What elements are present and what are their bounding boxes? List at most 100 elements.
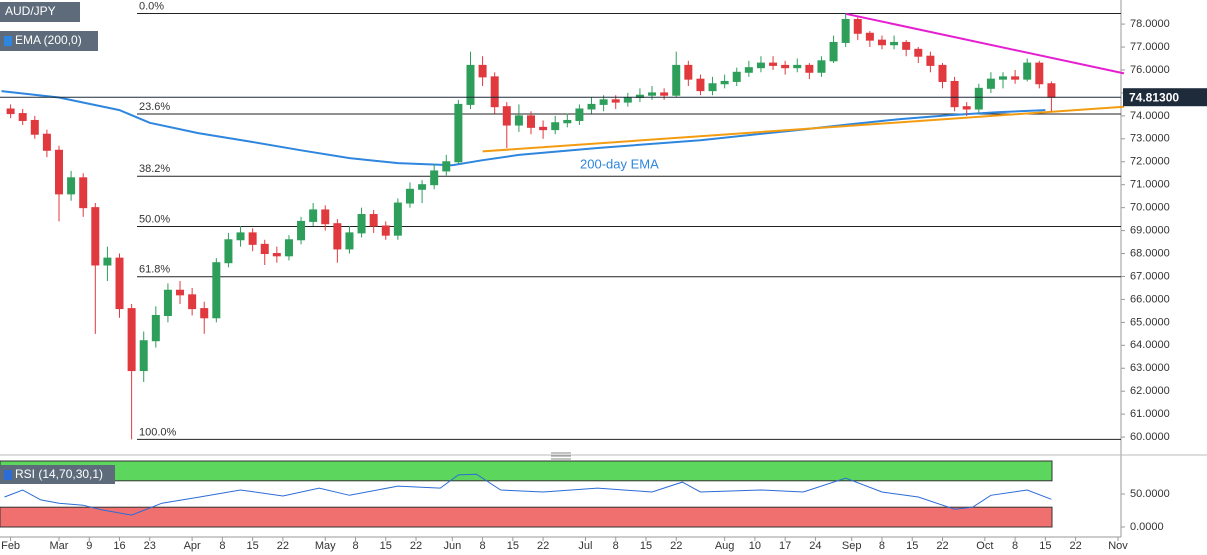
candle-body [30, 119, 39, 135]
legend-box [0, 31, 98, 51]
legend-swatch [4, 36, 12, 46]
x-tick-label: 8 [1012, 540, 1018, 552]
candle-body [212, 262, 221, 319]
x-tick-label: 8 [480, 540, 486, 552]
candle-body [587, 103, 596, 110]
candle-body [321, 209, 330, 225]
y-tick-label: 64.0000 [1130, 339, 1170, 351]
legend-box [0, 465, 115, 484]
candle-body [1035, 62, 1044, 85]
ema-line [1, 90, 1046, 167]
candle-body [393, 202, 402, 236]
candle-body [793, 64, 802, 69]
candle-body [466, 64, 475, 105]
candle-body [79, 177, 88, 209]
overbought-band [0, 460, 1053, 482]
x-tick-label: 22 [277, 540, 289, 552]
x-tick-label: 23 [144, 540, 156, 552]
x-tick-label: 16 [113, 540, 125, 552]
candle-body [950, 80, 959, 108]
y-tick-label: 70.0000 [1130, 202, 1170, 214]
x-tick-label: 22 [410, 540, 422, 552]
candle-body [986, 78, 995, 89]
legend-entry: RSI (14,70,30,1) [15, 467, 103, 481]
x-tick-label: Sep [842, 540, 862, 552]
x-tick-label: 24 [809, 540, 821, 552]
candle-body [345, 232, 354, 250]
x-tick-label: Apr [184, 540, 201, 552]
y-tick-label: 62.0000 [1130, 385, 1170, 397]
x-tick-label: Oct [976, 540, 993, 552]
oversold-band [0, 506, 1053, 528]
candle-body [999, 76, 1007, 80]
y-tick-label: 65.0000 [1130, 316, 1170, 328]
candle-body [684, 64, 693, 80]
candle-body [551, 122, 560, 131]
candle-body [127, 308, 136, 372]
x-tick-label: 22 [537, 540, 549, 552]
x-tick-label: 8 [879, 540, 885, 552]
x-tick-label: 22 [936, 540, 948, 552]
x-tick-label: 15 [906, 540, 918, 552]
fib-label: 100.0% [139, 426, 177, 438]
candle-body [890, 41, 899, 46]
candle-body [817, 60, 826, 73]
x-tick-label: May [315, 540, 336, 552]
price-tag-label: 74.81300 [1129, 90, 1179, 104]
candle-body [744, 67, 753, 73]
candle-body [708, 83, 717, 92]
y-tick-label: 76.0000 [1130, 64, 1170, 76]
candle-body [55, 149, 63, 195]
candle-body [381, 225, 390, 236]
candle-body [369, 214, 378, 227]
candle-body [829, 41, 838, 62]
x-tick-label: Aug [715, 540, 735, 552]
x-tick-label: 9 [86, 540, 92, 552]
annotation: 200-day EMA [580, 156, 659, 171]
candle-body [732, 71, 741, 82]
y-tick-label: 61.0000 [1130, 408, 1170, 420]
x-tick-label: 15 [507, 540, 519, 552]
candle-body [756, 62, 765, 69]
fib-label: 50.0% [139, 213, 170, 225]
candle-body [1023, 62, 1032, 80]
x-tick-label: 17 [779, 540, 791, 552]
candle-body [272, 253, 281, 257]
pane-handle[interactable] [551, 452, 571, 460]
y-tick-label: 60.0000 [1130, 431, 1170, 443]
candle-body [623, 97, 632, 103]
rsi-y-tick-label: 50.0000 [1130, 488, 1170, 500]
candle-body [430, 170, 439, 186]
y-tick-label: 63.0000 [1130, 362, 1170, 374]
fib-label: 23.6% [139, 101, 170, 113]
candle-body [502, 106, 511, 126]
candle-body [1047, 83, 1056, 98]
candle-body [563, 119, 572, 124]
y-tick-label: 78.0000 [1130, 18, 1170, 30]
candle-body [200, 308, 209, 319]
candle-body [672, 64, 681, 96]
legend-entry: EMA (200,0) [15, 33, 82, 47]
candle-body [926, 55, 935, 66]
candle-body [333, 223, 342, 250]
candle-body [163, 289, 172, 316]
x-tick-label: 15 [247, 540, 259, 552]
candle-body [781, 64, 790, 69]
candle-body [660, 92, 669, 96]
candle-body [248, 232, 257, 245]
candle-body [962, 106, 971, 110]
x-tick-label: Jun [443, 540, 461, 552]
candle-body [841, 19, 850, 43]
candle-body [805, 64, 814, 73]
x-tick-label: 22 [670, 540, 682, 552]
candle-body [865, 32, 874, 41]
trendline [482, 105, 1125, 153]
x-tick-label: 8 [219, 540, 225, 552]
candle-body [974, 87, 983, 110]
candle-body [914, 48, 923, 57]
candle-body [454, 103, 463, 163]
x-tick-label: 10 [749, 540, 761, 552]
fib-label: 61.8% [139, 264, 170, 276]
candle-body [648, 92, 657, 96]
